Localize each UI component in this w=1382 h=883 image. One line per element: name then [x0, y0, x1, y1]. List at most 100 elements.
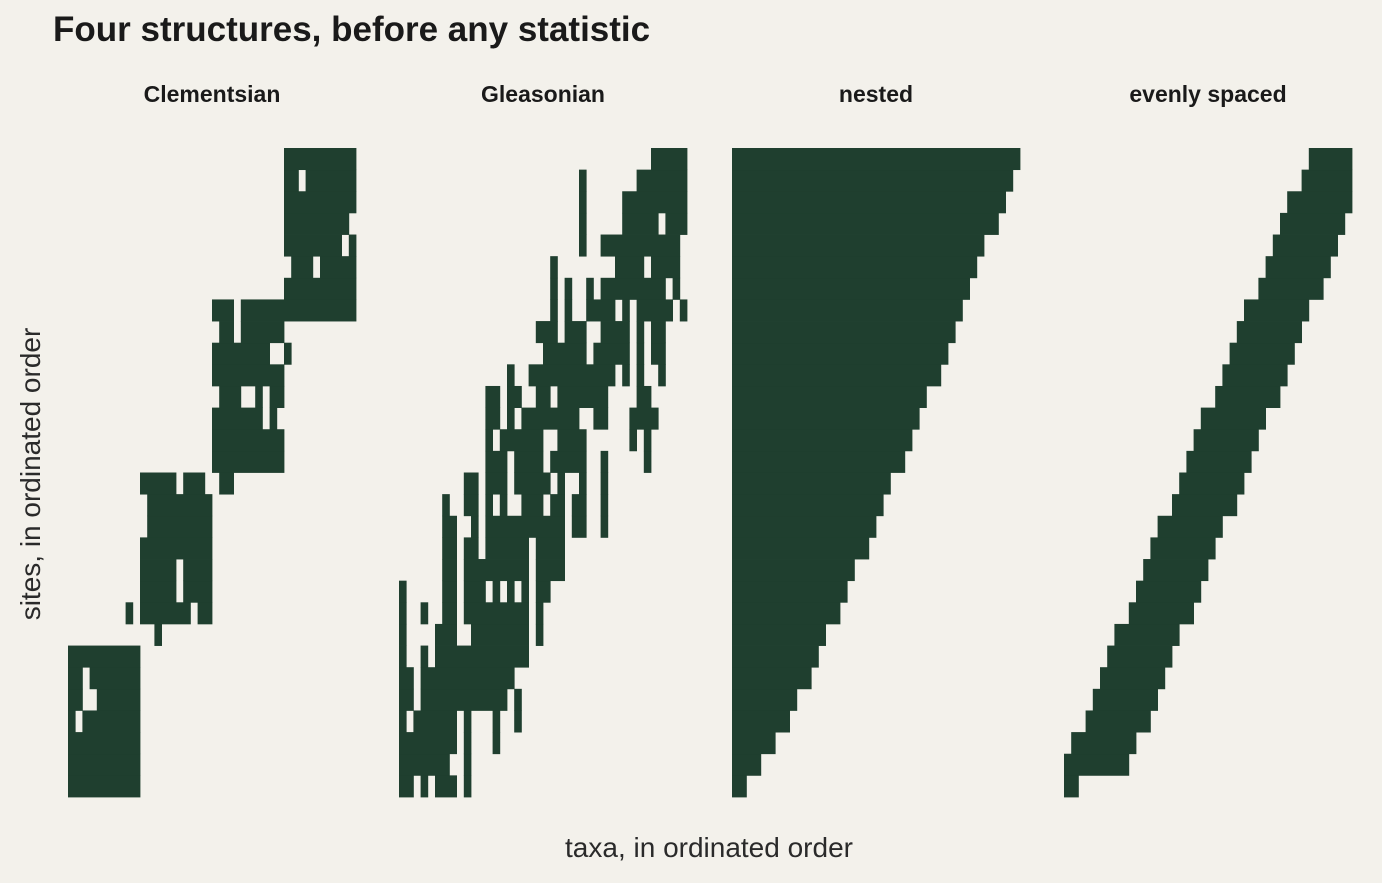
presence-cell [535, 385, 551, 408]
presence-cell [1172, 494, 1238, 517]
presence-cell [1222, 364, 1288, 387]
presence-cell [96, 688, 141, 711]
presence-cell [140, 602, 191, 625]
presence-cell [463, 775, 472, 798]
presence-cell [564, 277, 573, 300]
presence-cell [492, 580, 501, 603]
presence-cell [442, 515, 457, 538]
presence-cell [557, 385, 609, 408]
presence-cell [399, 623, 407, 646]
presence-cell [543, 342, 587, 365]
presence-cell [212, 299, 234, 322]
presence-cell [89, 667, 141, 690]
presence-cell [1100, 667, 1166, 690]
y-axis-label: sites, in ordinated order [15, 327, 46, 621]
presence-cell [463, 537, 479, 560]
presence-cell [442, 602, 457, 625]
presence-cell [420, 645, 429, 668]
presence-cell [1085, 710, 1151, 733]
presence-cell [463, 602, 529, 625]
presence-cell [240, 299, 357, 322]
presence-cell [732, 515, 877, 538]
presence-cell [651, 321, 666, 344]
presence-cell [269, 385, 285, 408]
presence-cell [471, 515, 479, 538]
presence-cell [665, 212, 688, 235]
presence-cell [579, 212, 587, 235]
presence-cell [1136, 580, 1202, 603]
presence-cell [1244, 299, 1310, 322]
presence-cell [463, 494, 479, 517]
presence-cell [507, 407, 515, 430]
presence-cell [485, 494, 493, 517]
presence-cell [732, 472, 891, 495]
presence-cell [1186, 450, 1252, 473]
presence-cell [586, 299, 616, 322]
presence-cell [636, 321, 645, 344]
chart-title: Four structures, before any statistic [53, 10, 651, 49]
presence-cell [507, 580, 515, 603]
presence-cell [1107, 645, 1173, 668]
presence-cell [284, 191, 357, 214]
presence-cell [212, 407, 263, 430]
presence-cell [600, 277, 666, 300]
presence-cell [629, 407, 659, 430]
presence-cell [399, 710, 407, 733]
presence-cell [1150, 537, 1216, 560]
facet-title: Gleasonian [481, 81, 605, 107]
presence-cell [471, 623, 529, 646]
presence-cell [732, 299, 963, 322]
presence-cell [564, 321, 587, 344]
presence-cell [732, 580, 848, 603]
presence-cell [463, 710, 472, 733]
presence-cell [651, 256, 681, 279]
presence-cell [1236, 321, 1302, 344]
presence-cell [732, 191, 1006, 214]
presence-cell [732, 321, 956, 344]
presence-cell [550, 494, 565, 517]
presence-cell [1193, 429, 1259, 452]
presence-cell [1272, 234, 1338, 257]
presence-cell [643, 450, 652, 473]
presence-cell [485, 515, 565, 538]
presence-cell [535, 602, 544, 625]
presence-cell [521, 580, 529, 603]
presence-cell [1280, 212, 1346, 235]
presence-cell [514, 710, 522, 733]
presence-cell [535, 623, 544, 646]
presence-cell [499, 494, 508, 517]
presence-cell [399, 667, 414, 690]
presence-cell [557, 429, 587, 452]
presence-cell [399, 753, 450, 776]
presence-cell [399, 688, 414, 711]
presence-cell [399, 580, 407, 603]
presence-cell [320, 256, 357, 279]
presence-cell [183, 580, 213, 603]
presence-cell [732, 623, 826, 646]
presence-cell [528, 364, 616, 387]
presence-cell [442, 580, 457, 603]
facet-title: Clementsian [144, 81, 281, 107]
presence-cell [732, 277, 970, 300]
presence-cell [514, 688, 522, 711]
presence-cell [600, 450, 609, 473]
presence-cell [485, 407, 501, 430]
presence-cell [485, 429, 493, 452]
presence-cell [463, 732, 472, 755]
presence-cell [1229, 342, 1295, 365]
presence-cell [732, 667, 812, 690]
presence-cell [413, 710, 457, 733]
presence-cell [183, 472, 206, 495]
presence-cell [284, 342, 292, 365]
presence-cell [284, 148, 357, 171]
presence-cell [535, 321, 558, 344]
presence-cell [732, 645, 819, 668]
presence-cell [550, 277, 558, 300]
presence-cell [732, 212, 999, 235]
presence-cell [399, 602, 407, 625]
presence-cell [732, 256, 978, 279]
presence-cell [600, 472, 609, 495]
presence-cell [579, 191, 587, 214]
presence-cell [535, 537, 565, 560]
